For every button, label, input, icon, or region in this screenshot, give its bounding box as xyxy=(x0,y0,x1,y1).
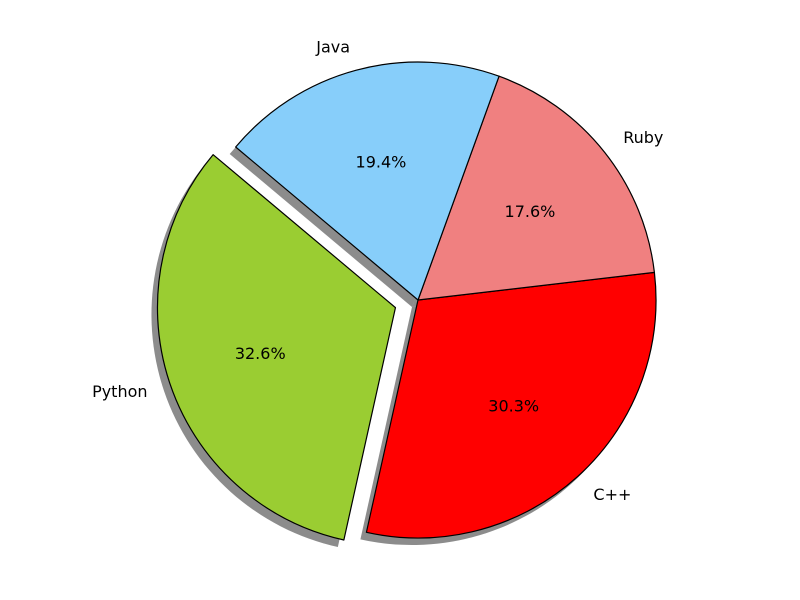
percent-label-ruby: 17.6% xyxy=(505,202,556,221)
percent-label-python: 32.6% xyxy=(235,344,286,363)
wedge-ruby xyxy=(417,75,655,301)
label-python: Python xyxy=(92,382,147,401)
wedge-java xyxy=(235,61,500,301)
wedge-python xyxy=(156,154,397,541)
label-cpp: C++ xyxy=(593,485,631,504)
percent-label-cpp: 30.3% xyxy=(488,397,539,416)
wedge-cpp xyxy=(365,271,657,539)
percent-label-java: 19.4% xyxy=(356,153,407,172)
label-ruby: Ruby xyxy=(623,128,663,147)
label-java: Java xyxy=(315,38,350,57)
